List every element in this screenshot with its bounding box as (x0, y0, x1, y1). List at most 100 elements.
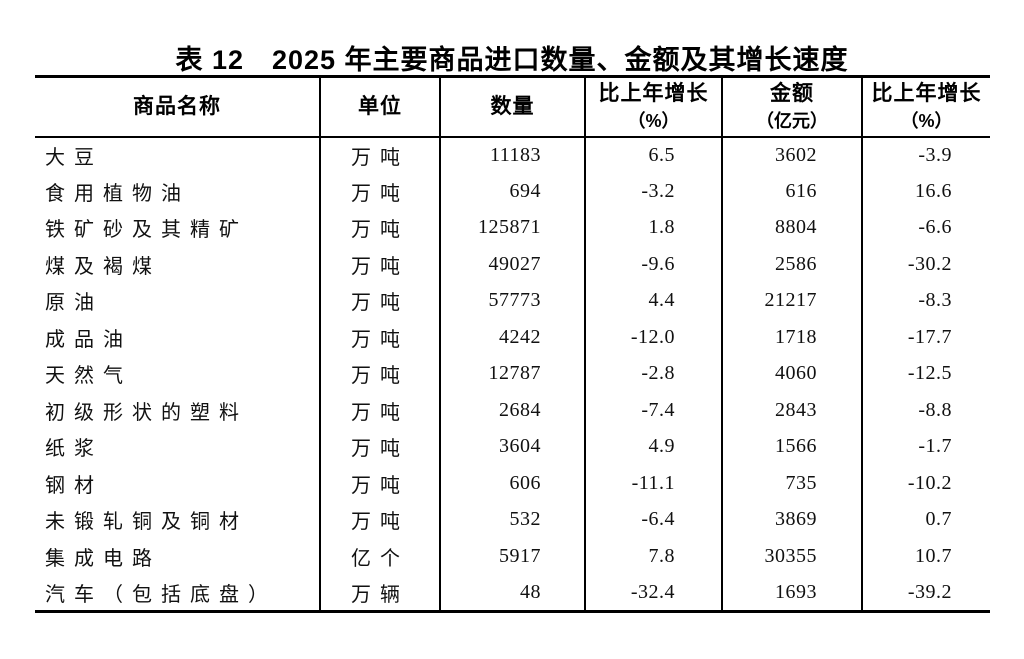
table-row: 钢材 万吨 606 -11.1 735 -10.2 (35, 465, 990, 502)
commodity-amount: 2843 (722, 392, 863, 429)
commodity-amount: 735 (722, 465, 863, 502)
commodity-amount-growth: -3.9 (918, 143, 952, 166)
commodity-unit: 万吨 (320, 428, 441, 465)
commodity-amount: 616 (722, 173, 863, 210)
commodity-name: 煤及褐煤 (35, 246, 321, 283)
commodity-qty-growth: -9.6 (585, 246, 723, 283)
commodity-qty-growth: -11.1 (585, 465, 723, 502)
commodity-qty-growth: 1.8 (585, 209, 723, 246)
commodity-qty-growth: 4.4 (585, 282, 723, 319)
commodity-amount-growth: -17.7 (907, 325, 952, 348)
commodity-unit: 万吨 (320, 282, 441, 319)
commodity-amount: 1693 (722, 574, 863, 611)
col-header-qty-growth-line1: 比上年增长 (598, 81, 709, 105)
table-row: 纸浆 万吨 3604 4.9 1566 -1.7 (35, 428, 990, 465)
col-header-amount-line2: （亿元） (756, 111, 828, 132)
import-commodities-table: 商品名称 单位 数量 比上年增长 （%） 金额 （亿元） 比上年增长 （%） (35, 75, 990, 613)
table-row: 铁矿砂及其精矿 万吨 125871 1.8 8804 -6.6 (35, 209, 990, 246)
col-header-amount-line1: 金额 (770, 81, 814, 105)
commodity-quantity: 12787 (440, 355, 586, 392)
commodity-amount-growth: -8.3 (918, 289, 952, 312)
commodity-unit: 万辆 (320, 574, 441, 611)
commodity-amount: 4060 (722, 355, 863, 392)
commodity-amount: 2586 (722, 246, 863, 283)
col-header-commodity: 商品名称 (35, 76, 321, 138)
commodity-qty-growth: -12.0 (585, 319, 723, 356)
commodity-unit: 万吨 (320, 173, 441, 210)
commodity-quantity: 2684 (440, 392, 586, 429)
commodity-name: 纸浆 (35, 428, 321, 465)
commodity-amount: 3602 (722, 136, 863, 173)
commodity-unit: 万吨 (320, 501, 441, 538)
commodity-quantity: 48 (440, 574, 586, 611)
commodity-quantity: 694 (440, 173, 586, 210)
commodity-quantity: 49027 (440, 246, 586, 283)
table-row: 未锻轧铜及铜材 万吨 532 -6.4 3869 0.7 (35, 501, 990, 538)
table-title: 表 12 2025 年主要商品进口数量、金额及其增长速度 (175, 45, 849, 75)
commodity-amount-growth: -12.5 (907, 362, 952, 385)
commodity-qty-growth: -2.8 (585, 355, 723, 392)
col-header-amount-growth-line2: （%） (900, 111, 953, 132)
col-header-amount-growth: 比上年增长 （%） (862, 76, 990, 138)
commodity-name: 大豆 (35, 136, 321, 173)
commodity-amount-growth: -39.2 (907, 580, 952, 603)
commodity-name: 钢材 (35, 465, 321, 502)
commodity-unit: 万吨 (320, 465, 441, 502)
commodity-name: 初级形状的塑料 (35, 392, 321, 429)
commodity-quantity: 57773 (440, 282, 586, 319)
commodity-amount-growth: -6.6 (918, 216, 952, 239)
commodity-qty-growth: -3.2 (585, 173, 723, 210)
commodity-quantity: 5917 (440, 538, 586, 575)
commodity-name: 成品油 (35, 319, 321, 356)
col-header-unit: 单位 (320, 76, 441, 138)
col-header-qty-growth: 比上年增长 （%） (585, 76, 723, 138)
commodity-name: 汽车（包括底盘） (35, 574, 321, 611)
commodity-amount: 8804 (722, 209, 863, 246)
header-row: 商品名称 单位 数量 比上年增长 （%） 金额 （亿元） 比上年增长 （%） (35, 76, 990, 138)
commodity-unit: 万吨 (320, 319, 441, 356)
commodity-qty-growth: 7.8 (585, 538, 723, 575)
commodity-amount: 21217 (722, 282, 863, 319)
col-header-quantity: 数量 (440, 76, 586, 138)
table-row: 原油 万吨 57773 4.4 21217 -8.3 (35, 282, 990, 319)
commodity-qty-growth: -7.4 (585, 392, 723, 429)
col-header-qty-growth-line2: （%） (627, 111, 680, 132)
commodity-qty-growth: -32.4 (585, 574, 723, 611)
commodity-amount-growth: 0.7 (925, 508, 952, 531)
commodity-amount: 1566 (722, 428, 863, 465)
commodity-quantity: 3604 (440, 428, 586, 465)
commodity-quantity: 125871 (440, 209, 586, 246)
commodity-name: 天然气 (35, 355, 321, 392)
commodity-quantity: 11183 (440, 136, 586, 173)
commodity-name: 铁矿砂及其精矿 (35, 209, 321, 246)
commodity-unit: 万吨 (320, 136, 441, 173)
commodity-amount-growth: -30.2 (907, 252, 952, 275)
table-row: 大豆 万吨 11183 6.5 3602 -3.9 (35, 136, 990, 173)
table-row: 初级形状的塑料 万吨 2684 -7.4 2843 -8.8 (35, 392, 990, 429)
table-row: 汽车（包括底盘） 万辆 48 -32.4 1693 -39.2 (35, 574, 990, 611)
table-row: 天然气 万吨 12787 -2.8 4060 -12.5 (35, 355, 990, 392)
table-row: 煤及褐煤 万吨 49027 -9.6 2586 -30.2 (35, 246, 990, 283)
commodity-name: 未锻轧铜及铜材 (35, 501, 321, 538)
table-row: 食用植物油 万吨 694 -3.2 616 16.6 (35, 173, 990, 210)
col-header-amount-growth-line1: 比上年增长 (871, 81, 982, 105)
commodity-unit: 万吨 (320, 246, 441, 283)
col-header-amount: 金额 （亿元） (722, 76, 863, 138)
commodity-unit: 万吨 (320, 209, 441, 246)
commodity-amount: 1718 (722, 319, 863, 356)
table-row: 集成电路 亿个 5917 7.8 30355 10.7 (35, 538, 990, 575)
commodity-name: 原油 (35, 282, 321, 319)
commodity-quantity: 606 (440, 465, 586, 502)
commodity-amount: 3869 (722, 501, 863, 538)
commodity-unit: 万吨 (320, 392, 441, 429)
table-row: 成品油 万吨 4242 -12.0 1718 -17.7 (35, 319, 990, 356)
commodity-amount-growth: 16.6 (915, 179, 952, 202)
commodity-qty-growth: -6.4 (585, 501, 723, 538)
commodity-name: 食用植物油 (35, 173, 321, 210)
commodity-amount-growth: -8.8 (918, 398, 952, 421)
commodity-amount-growth: -1.7 (918, 435, 952, 458)
commodity-unit: 亿个 (320, 538, 441, 575)
commodity-name: 集成电路 (35, 538, 321, 575)
commodity-quantity: 4242 (440, 319, 586, 356)
